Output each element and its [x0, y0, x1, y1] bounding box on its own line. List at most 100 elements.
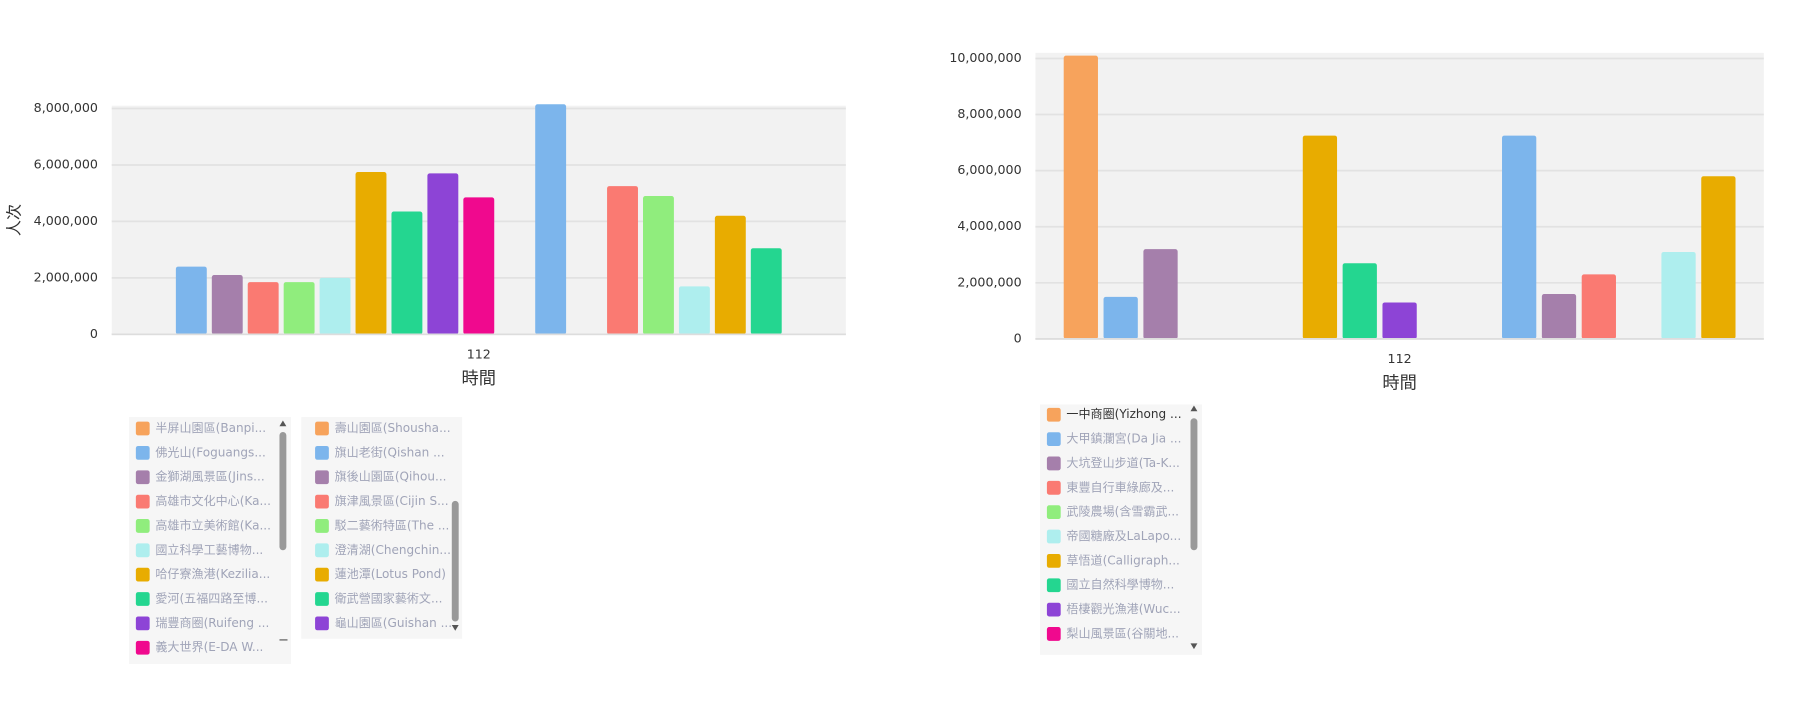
legend-swatch	[135, 519, 150, 533]
legend-label: 一中商圈(Yizhong ...	[1066, 406, 1181, 421]
legend-label: 旗津風景區(Cijin S...	[335, 493, 449, 508]
legend-swatch	[1046, 602, 1061, 617]
legend-swatch	[315, 592, 329, 606]
scrollbar-thumb[interactable]	[1190, 418, 1198, 551]
legend-swatch	[315, 494, 329, 509]
legend-swatch	[315, 445, 329, 460]
y-tick-label: 0	[1014, 330, 1022, 345]
y-tick-label: 2,000,000	[957, 274, 1021, 289]
scroll-up[interactable]	[1190, 405, 1198, 412]
legend-swatch	[135, 445, 150, 460]
legend-label: 東豐自行車綠廊及...	[1066, 479, 1174, 494]
legend-label: 龜山園區(Guishan ...	[335, 616, 452, 630]
legend-label: 旗後山園區(Qihou...	[335, 469, 447, 484]
legend-swatch	[135, 543, 150, 558]
legend-label: 愛河(五福四路至博...	[155, 591, 268, 606]
scrollbar-thumb[interactable]	[279, 431, 287, 551]
legend-label: 哈仔寮漁港(Kezilia...	[155, 566, 270, 581]
x-axis-title: 時間	[462, 369, 496, 389]
y-tick-label: 2,000,000	[34, 269, 98, 284]
scrollbar-thumb[interactable]	[451, 500, 459, 622]
bar	[643, 196, 674, 335]
legend-label: 壽山園區(Shousha...	[335, 420, 451, 435]
bar	[1661, 251, 1696, 339]
y-tick-label: 8,000,000	[34, 100, 98, 115]
legend-label: 帝國糖廠及LaLapo...	[1066, 528, 1181, 543]
legend-label: 瑞豐商圈(Ruifeng ...	[155, 615, 269, 630]
legend-swatch	[315, 421, 329, 436]
legend-label: 梧棲觀光漁港(Wuc...	[1066, 601, 1180, 616]
legend-label: 旗山老街(Qishan ...	[335, 444, 445, 459]
y-tick-label: 6,000,000	[34, 156, 98, 171]
legend-swatch	[315, 470, 329, 485]
legend-swatch	[135, 616, 150, 631]
bar	[607, 186, 638, 335]
y-tick-label: 4,000,000	[34, 213, 98, 228]
legend-label: 高雄市立美術館(Ka...	[155, 517, 271, 532]
y-tick-label: 8,000,000	[957, 106, 1021, 121]
bar	[463, 197, 495, 335]
bar	[355, 172, 387, 335]
x-tick-label: 112	[467, 347, 491, 362]
legend-swatch	[315, 519, 329, 533]
legend-label: 大坑登山步道(Ta-K...	[1066, 455, 1179, 470]
y-tick-label: 0	[90, 326, 98, 341]
legend-swatch	[1046, 627, 1061, 641]
legend-label: 武陵農場(含雪霸武...	[1066, 504, 1179, 519]
bar	[1063, 55, 1098, 339]
legend-label: 草悟道(Calligraph...	[1066, 552, 1179, 567]
scroll-down[interactable]	[451, 624, 459, 631]
legend-label: 金獅湖風景區(Jins...	[155, 469, 264, 484]
y-tick-label: 6,000,000	[957, 162, 1021, 177]
bar	[1701, 176, 1736, 339]
legend-label: 澄清湖(Chengchin...	[335, 542, 451, 557]
x-tick-label: 112	[1388, 351, 1412, 366]
legend-panel	[1040, 404, 1203, 655]
legend-swatch	[1046, 505, 1061, 520]
legend-label: 高雄市文化中心(Ka...	[155, 493, 271, 508]
legend-swatch	[1046, 553, 1061, 568]
legend-swatch	[135, 421, 150, 436]
legend-label: 梨山風景區(谷關地...	[1066, 626, 1179, 640]
legend-swatch	[1046, 456, 1061, 471]
legend-swatch	[315, 543, 329, 558]
bar	[1302, 135, 1338, 339]
bar	[211, 275, 243, 335]
legend-swatch	[135, 567, 150, 582]
bar	[714, 215, 746, 335]
bar	[750, 248, 782, 335]
y-tick-label: 10,000,000	[949, 50, 1021, 65]
legend-label: 義大世界(E-DA W...	[155, 639, 263, 654]
bar	[1581, 274, 1616, 339]
scroll-down[interactable]	[1190, 643, 1198, 650]
bar	[1541, 294, 1577, 339]
legend-swatch	[315, 616, 329, 631]
y-axis-title: 人次	[5, 204, 24, 236]
x-axis-title: 時間	[1382, 374, 1416, 394]
bar	[1143, 249, 1178, 339]
bar	[1103, 296, 1138, 339]
bar	[1502, 135, 1537, 339]
legend-swatch	[135, 494, 150, 509]
legend-label: 駁二藝術特區(The ...	[335, 517, 450, 532]
bar	[283, 282, 315, 335]
legend-label: 蓮池潭(Lotus Pond)	[335, 567, 446, 581]
bar	[1342, 263, 1377, 339]
bar	[319, 277, 351, 335]
legend-swatch	[1046, 480, 1061, 495]
legend-label: 國立自然科學博物...	[1066, 577, 1174, 592]
bar	[427, 173, 459, 335]
legend-swatch	[1046, 432, 1061, 446]
bar	[535, 104, 567, 335]
legend-swatch	[1046, 407, 1061, 422]
bar	[391, 211, 423, 335]
legend-swatch	[1046, 578, 1061, 593]
legend-label: 大甲鎮瀾宮(Da Jia ...	[1066, 431, 1181, 446]
scroll-up[interactable]	[279, 420, 287, 427]
legend-swatch	[315, 567, 329, 582]
legend-swatch	[135, 592, 150, 606]
legend-label: 衛武營國家藝術文...	[335, 591, 443, 606]
bar	[1382, 302, 1417, 339]
bar	[678, 286, 710, 335]
